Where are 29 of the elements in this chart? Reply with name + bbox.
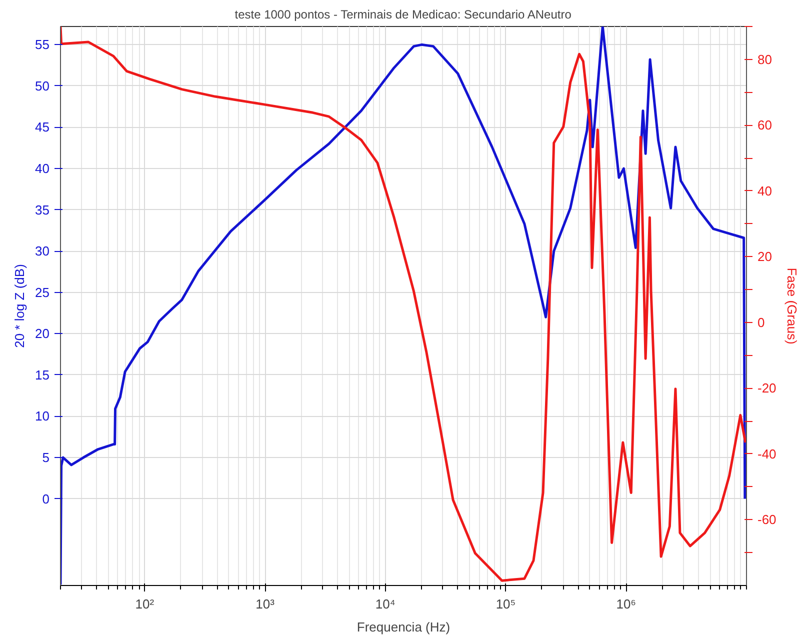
y-tick-label: 45	[35, 120, 50, 135]
y2-axis-title: Fase (Graus)	[784, 268, 800, 344]
y-axis-title: 20 * log Z (dB)	[12, 264, 28, 348]
y-tick-label: 25	[35, 284, 50, 300]
x-tick-label: 10²	[135, 596, 155, 612]
x-tick-label: 10⁵	[496, 596, 516, 612]
y2-tick-label: 40	[758, 183, 772, 198]
y-tick-label: 15	[35, 367, 50, 382]
y-tick-label: 35	[35, 202, 50, 218]
y2-tick-label: -60	[758, 512, 776, 528]
y-tick-label: 5	[42, 450, 50, 466]
y-tick-label: 30	[35, 244, 50, 259]
y-tick-label: 55	[35, 37, 50, 52]
y-tick-label: 40	[35, 161, 50, 176]
x-tick-label: 10⁴	[375, 596, 396, 612]
x-axis-title: Frequencia (Hz)	[356, 620, 450, 634]
y-tick-label: 20	[35, 326, 50, 342]
y-tick-label: 0	[42, 491, 50, 506]
y2-tick-label: 20	[758, 249, 772, 264]
y2-tick-label: 0	[758, 314, 765, 330]
chart-title: teste 1000 pontos - Terminais de Medicao: Secundario ANeutro	[234, 8, 572, 22]
y-tick-label: 50	[35, 78, 50, 94]
y-tick-label: 10	[35, 408, 50, 424]
y2-tick-label: 80	[758, 52, 772, 67]
y2-tick-label: -20	[758, 380, 776, 396]
x-tick-label: 10³	[256, 596, 276, 612]
x-tick-label: 10⁶	[616, 596, 636, 612]
y2-tick-label: -40	[758, 446, 776, 462]
y2-tick-label: 60	[758, 118, 772, 133]
